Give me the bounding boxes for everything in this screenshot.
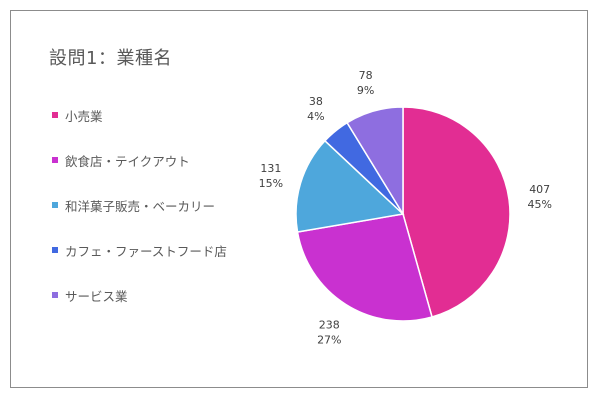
data-label-percent: 15% <box>259 177 283 190</box>
pie-slice <box>402 106 511 318</box>
pie-slice <box>346 106 404 217</box>
legend-label: 和洋菓子販売・ベーカリー <box>65 198 216 214</box>
legend-swatch <box>52 157 58 163</box>
legend-swatch <box>52 112 58 118</box>
legend-label: サービス業 <box>65 288 128 304</box>
pie-slice <box>296 213 433 322</box>
pie-slice <box>295 139 405 233</box>
legend-item: 飲食店・テイクアウト <box>52 149 227 171</box>
data-label-percent: 27% <box>317 334 341 347</box>
legend-swatch <box>52 247 58 253</box>
data-label-percent: 4% <box>307 110 324 123</box>
legend-label: 小売業 <box>65 108 103 124</box>
legend-swatch <box>52 292 58 298</box>
data-label-value: 407 <box>529 183 550 196</box>
legend-label: カフェ・ファーストフード店 <box>65 243 227 259</box>
legend: 小売業 飲食店・テイクアウト 和洋菓子販売・ベーカリー カフェ・ファーストフード… <box>52 104 227 329</box>
chart-title: 設問1：業種名 <box>49 48 172 69</box>
legend-swatch <box>52 202 58 208</box>
legend-label: 飲食店・テイクアウト <box>65 153 190 169</box>
data-label-percent: 9% <box>357 84 374 97</box>
legend-item: 和洋菓子販売・ベーカリー <box>52 194 227 216</box>
data-label-value: 38 <box>309 95 323 108</box>
legend-item: カフェ・ファーストフード店 <box>52 239 227 261</box>
data-label-value: 131 <box>260 162 281 175</box>
data-label-value: 78 <box>359 69 373 82</box>
legend-item: サービス業 <box>52 284 227 306</box>
legend-item: 小売業 <box>52 104 227 126</box>
data-label-value: 238 <box>319 319 340 332</box>
data-label-percent: 45% <box>527 198 551 211</box>
